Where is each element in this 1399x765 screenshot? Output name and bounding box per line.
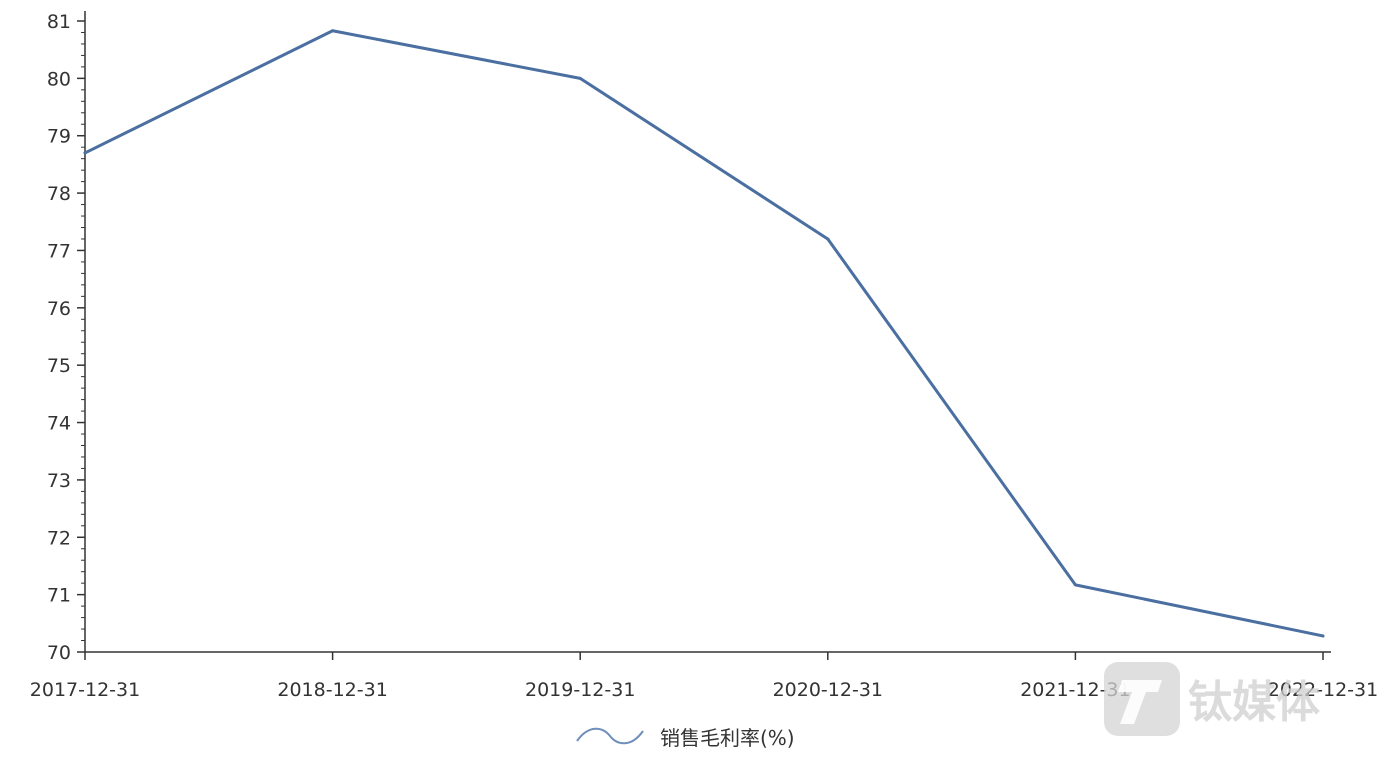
data-point <box>83 151 87 155</box>
data-point <box>1073 583 1077 587</box>
x-tick-label: 2022-12-31 <box>1268 679 1378 701</box>
y-tick-label: 81 <box>47 11 71 33</box>
y-tick-label: 75 <box>47 355 71 377</box>
x-tick-label: 2017-12-31 <box>30 679 140 701</box>
y-tick-label: 72 <box>47 527 71 549</box>
y-tick-label: 80 <box>47 68 71 90</box>
x-tick-label: 2019-12-31 <box>525 679 635 701</box>
y-tick-label: 70 <box>47 642 71 664</box>
data-point <box>578 76 582 80</box>
axes: 70 71 72 73 74 75 76 77 78 79 80 81 2017-12-31 2018-1… <box>30 11 1378 701</box>
watermark-text: 钛媒体 <box>1188 677 1320 728</box>
y-tick-label: 76 <box>47 298 71 320</box>
legend-label: 销售毛利率(%) <box>660 726 795 750</box>
x-tick-label: 2018-12-31 <box>277 679 387 701</box>
x-tick-label: 2021-12-31 <box>1020 679 1130 701</box>
y-tick-label: 74 <box>47 413 71 435</box>
watermark-logo-glyph <box>1118 680 1162 724</box>
data-point <box>1321 634 1325 638</box>
series-line <box>83 29 1325 638</box>
legend-line-icon <box>576 727 644 745</box>
x-tick-label: 2020-12-31 <box>773 679 883 701</box>
y-tick-label: 73 <box>47 470 71 492</box>
series-layer <box>83 29 1325 638</box>
watermark: 钛媒体 <box>1104 662 1320 736</box>
y-tick-label: 77 <box>47 240 71 262</box>
legend[interactable]: 销售毛利率(%) <box>576 726 795 750</box>
y-tick-label: 79 <box>47 126 71 148</box>
data-point <box>826 237 830 241</box>
y-tick-label: 71 <box>47 585 71 607</box>
y-tick-label: 78 <box>47 183 71 205</box>
data-point <box>331 29 335 33</box>
